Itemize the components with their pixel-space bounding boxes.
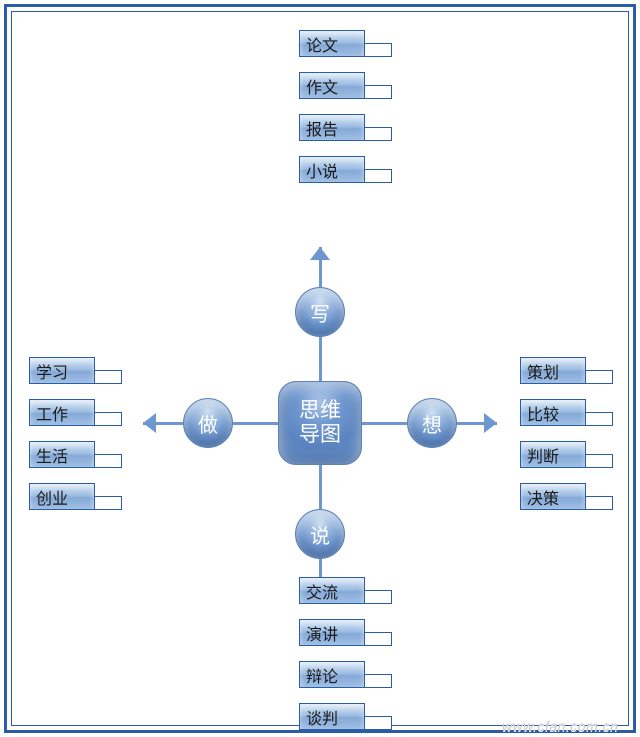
arrow-head-think: [484, 413, 497, 433]
leaf-write-3: 小说: [299, 156, 365, 183]
arrow-head-do: [143, 413, 156, 433]
leaf-tab-write-1: [364, 85, 392, 99]
arrow-head-write: [310, 247, 330, 260]
leaf-write-1: 作文: [299, 72, 365, 99]
leaf-tab-think-0: [585, 370, 613, 384]
leaf-tab-think-1: [585, 412, 613, 426]
leaf-tab-speak-1: [364, 632, 392, 646]
leaf-tab-write-2: [364, 127, 392, 141]
leaf-tab-do-0: [94, 370, 122, 384]
leaf-tab-speak-0: [364, 590, 392, 604]
leaf-think-2: 判断: [520, 441, 586, 468]
connector-think: [362, 422, 407, 425]
leaf-write-0: 论文: [299, 30, 365, 57]
leaf-tab-speak-2: [364, 674, 392, 688]
leaf-tab-speak-3: [364, 716, 392, 730]
leaf-do-0: 学习: [29, 357, 95, 384]
leaf-speak-1: 演讲: [299, 619, 365, 646]
leaf-do-2: 生活: [29, 441, 95, 468]
branch-do: 做: [183, 398, 233, 448]
leaf-tab-think-2: [585, 454, 613, 468]
leaf-speak-2: 辩论: [299, 661, 365, 688]
connector-speak: [319, 465, 322, 509]
leaf-speak-3: 谈判: [299, 703, 365, 730]
leaf-do-1: 工作: [29, 399, 95, 426]
leaf-tab-do-2: [94, 454, 122, 468]
center-node: 思维导图: [278, 381, 362, 465]
leaf-speak-0: 交流: [299, 577, 365, 604]
leaf-tab-write-3: [364, 169, 392, 183]
connector-write: [319, 337, 322, 381]
leaf-think-3: 决策: [520, 483, 586, 510]
leaf-think-1: 比较: [520, 399, 586, 426]
watermark: www.cfan.com.cn: [502, 718, 618, 734]
diagram-canvas: 思维导图 写想说 做 论文作文报告小说策划比较判断决策交流演讲辩论谈判 学习工作生活创业…: [0, 0, 640, 737]
leaf-tab-do-3: [94, 496, 122, 510]
connector-do: [233, 422, 278, 425]
branch-think: 想: [407, 398, 457, 448]
branch-speak: 说: [295, 509, 345, 559]
leaf-tab-do-1: [94, 412, 122, 426]
branch-write: 写: [295, 287, 345, 337]
leaf-tab-write-0: [364, 43, 392, 57]
leaf-do-3: 创业: [29, 483, 95, 510]
leaf-write-2: 报告: [299, 114, 365, 141]
leaf-think-0: 策划: [520, 357, 586, 384]
leaf-tab-think-3: [585, 496, 613, 510]
